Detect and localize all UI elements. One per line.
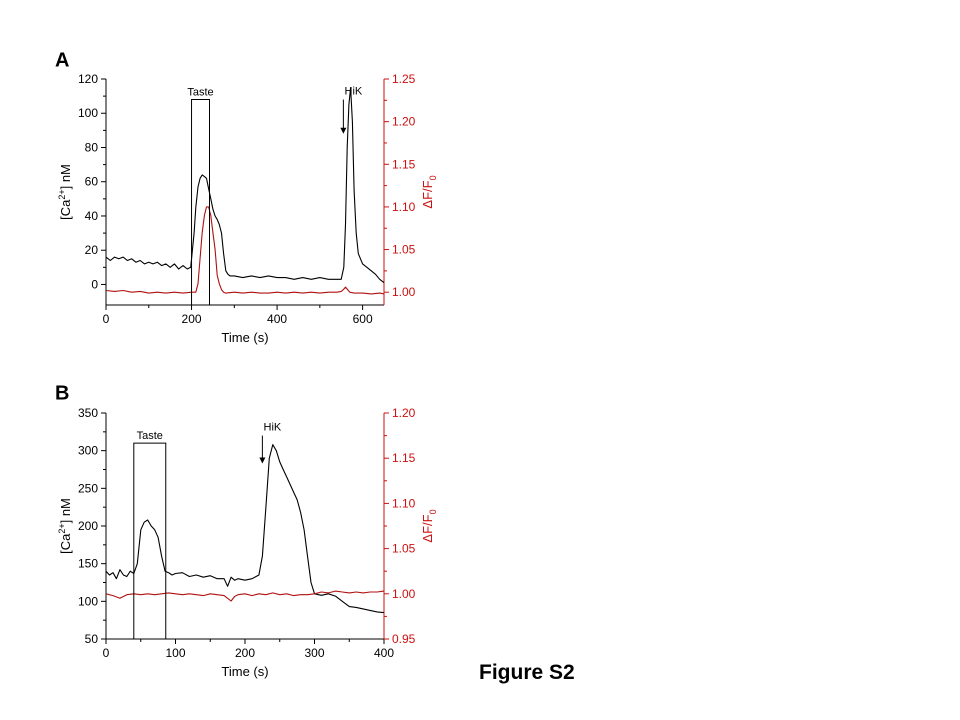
x-tick-label: 400 — [267, 312, 287, 326]
right-y-axis-title: ΔF/F0 — [420, 175, 438, 208]
right-y-axis-title: ΔF/F0 — [420, 509, 438, 542]
left-y-title-sup: 2+ — [57, 189, 67, 199]
ca-trace-line — [105, 444, 385, 614]
taste-label: Taste — [187, 87, 213, 99]
right-y-title-sub: 0 — [428, 509, 438, 514]
left-y-title-base: [Ca — [58, 533, 73, 554]
hik-arrow-head — [340, 127, 347, 134]
left-y-axis-title: [Ca2+] nM — [57, 164, 73, 220]
left-y-tick-label: 120 — [78, 72, 98, 86]
figure-caption: Figure S2 — [479, 661, 575, 684]
x-tick-label: 200 — [182, 312, 202, 326]
right-y-tick-label: 1.20 — [392, 115, 416, 129]
left-y-tick-label: 100 — [78, 594, 98, 608]
panel-b: B 0 100 200 300 400 Time (s) 50 100 150 200 250 300 3… — [55, 382, 438, 679]
x-tick-label: 400 — [374, 646, 394, 660]
left-y-title-tail: ] nM — [58, 498, 73, 523]
left-y-title-sup: 2+ — [57, 523, 67, 533]
left-y-tick-label: 0 — [91, 277, 98, 291]
right-y-tick-label: 1.00 — [392, 285, 416, 299]
panel-a: A 0 200 400 600 Time (s) 0 20 40 60 80 100 120 [Ca2+]… — [55, 49, 438, 345]
hik-arrow-head — [259, 457, 266, 464]
right-y-tick-label: 1.25 — [392, 72, 416, 86]
hik-label: HiK — [264, 422, 282, 434]
hik-label: HiK — [345, 86, 363, 98]
panel-label: B — [55, 382, 69, 404]
right-y-title-base: ΔF/F — [420, 514, 435, 542]
left-y-tick-label: 20 — [85, 243, 99, 257]
x-tick-label: 100 — [165, 646, 185, 660]
x-tick-label: 0 — [103, 312, 110, 326]
df-trace-line — [105, 206, 385, 295]
left-y-title-tail: ] nM — [58, 164, 73, 189]
left-y-tick-label: 250 — [78, 481, 98, 495]
x-axis-title: Time (s) — [221, 330, 268, 345]
left-y-tick-label: 40 — [85, 209, 99, 223]
ca-trace-line — [105, 87, 385, 284]
right-y-tick-label: 1.05 — [392, 243, 416, 257]
x-tick-label: 200 — [235, 646, 255, 660]
left-y-tick-label: 300 — [78, 444, 98, 458]
left-y-tick-label: 200 — [78, 519, 98, 533]
x-axis-title: Time (s) — [221, 664, 268, 679]
taste-stimulus-box — [191, 99, 211, 305]
left-y-tick-label: 150 — [78, 557, 98, 571]
right-y-tick-label: 1.20 — [392, 406, 416, 420]
left-y-tick-label: 50 — [85, 632, 99, 646]
taste-stimulus-box — [133, 442, 167, 639]
df-trace-line — [105, 590, 385, 602]
right-y-tick-label: 1.10 — [392, 496, 416, 510]
right-y-tick-label: 1.10 — [392, 200, 416, 214]
taste-label: Taste — [137, 430, 163, 442]
right-y-tick-label: 1.05 — [392, 542, 416, 556]
right-y-tick-label: 1.15 — [392, 157, 416, 171]
left-y-tick-label: 350 — [78, 406, 98, 420]
x-tick-label: 600 — [353, 312, 373, 326]
right-y-tick-label: 0.95 — [392, 632, 416, 646]
left-y-tick-label: 80 — [85, 140, 99, 154]
right-y-title-sub: 0 — [428, 175, 438, 180]
panel-label: A — [55, 49, 69, 71]
left-y-axis-title: [Ca2+] nM — [57, 498, 73, 554]
left-y-title-base: [Ca — [58, 199, 73, 220]
left-y-tick-label: 60 — [85, 175, 99, 189]
x-tick-label: 0 — [103, 646, 110, 660]
x-tick-label: 300 — [304, 646, 324, 660]
right-y-tick-label: 1.00 — [392, 587, 416, 601]
right-y-title-base: ΔF/F — [420, 180, 435, 208]
right-y-tick-label: 1.15 — [392, 451, 416, 465]
left-y-tick-label: 100 — [78, 106, 98, 120]
